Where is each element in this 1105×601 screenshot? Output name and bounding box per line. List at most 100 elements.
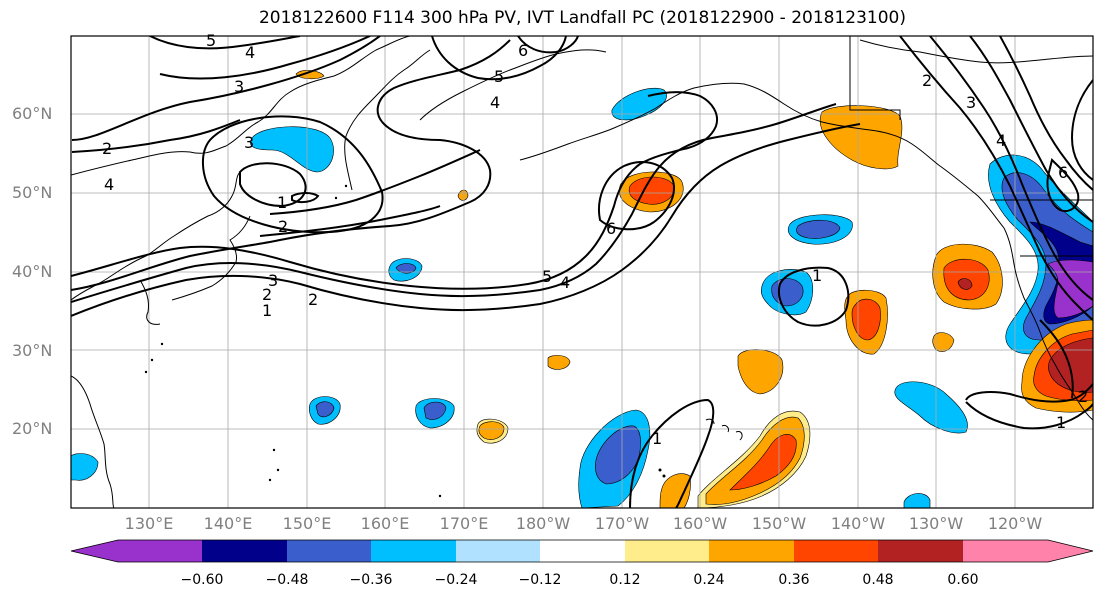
- colorbar-swatch: [709, 540, 794, 562]
- contour-label: 4: [104, 175, 114, 194]
- colorbar-tick-label: 0.24: [693, 572, 725, 588]
- contour-label: 4: [490, 93, 500, 112]
- pv-contour: [71, 123, 861, 317]
- pv-contour: [71, 36, 381, 141]
- contour-label: 2: [922, 71, 932, 90]
- pv-contour: [899, 36, 1093, 321]
- contour-label: 3: [268, 271, 278, 290]
- pv-contour: [71, 91, 718, 290]
- colorbar-extend-max: [1048, 540, 1093, 562]
- map-title: 2018122600 F114 300 hPa PV, IVT Landfall…: [258, 8, 906, 28]
- asia-coast: [71, 36, 411, 176]
- colorbar-tick-label: −0.12: [518, 572, 562, 588]
- island: [144, 370, 148, 374]
- pv-contour: [929, 36, 1093, 301]
- pv-contour: [1070, 79, 1093, 181]
- pv-contour: [159, 36, 371, 80]
- pv-contour: [291, 192, 320, 204]
- colorbar-tick-label: −0.36: [349, 572, 393, 588]
- pv-contour: [778, 266, 850, 327]
- longitude-label: 120°W: [987, 514, 1043, 533]
- ivt-negative-region: [894, 381, 968, 434]
- ivt-negative-region: [423, 401, 447, 420]
- china-coast: [71, 375, 115, 508]
- pv-contour: [71, 103, 837, 303]
- contour-label: 1: [1056, 413, 1066, 432]
- latitude-label: 20°N: [12, 419, 53, 438]
- north-america-coast: [939, 165, 1093, 421]
- longitude-label: 130°E: [124, 514, 174, 533]
- pv-contour: [1039, 319, 1074, 399]
- island: [658, 468, 662, 472]
- longitude-label: 170°W: [594, 514, 650, 533]
- latitude-label: 60°N: [12, 104, 53, 123]
- contour-label: 1: [652, 429, 662, 448]
- pv-contour: [969, 36, 1093, 223]
- ivt-negative-region: [315, 401, 335, 418]
- us-border: [990, 199, 1093, 257]
- ivt-negative-region: [71, 453, 99, 481]
- colorbar-outline: [70, 539, 1094, 563]
- contour-label: 2: [262, 285, 272, 304]
- island: [268, 478, 272, 482]
- pv-contour: [431, 36, 567, 81]
- colorbar-tick-label: 0.36: [778, 572, 810, 588]
- ivt-negative-region: [903, 493, 931, 508]
- island: [344, 184, 348, 188]
- colorbar-swatch: [878, 540, 963, 562]
- colorbar-tick-label: −0.24: [434, 572, 478, 588]
- longitude-label: 140°W: [830, 514, 886, 533]
- ivt-positive-region: [957, 278, 973, 290]
- hawaii-islands: [705, 418, 743, 441]
- pv-contour: [517, 36, 579, 54]
- contour-label: 1: [812, 266, 822, 285]
- korea-coast: [139, 279, 161, 325]
- ivt-positive-region: [478, 421, 505, 440]
- ivt-positive-region: [295, 70, 325, 80]
- colorbar-swatch: [540, 540, 625, 562]
- pv-contour: [71, 119, 241, 153]
- contour-label: 5: [206, 31, 216, 50]
- map-frame: [70, 35, 1094, 509]
- island: [276, 468, 280, 472]
- pv-contours: [71, 36, 1093, 508]
- contour-label: 3: [244, 133, 254, 152]
- contour-label: 4: [996, 131, 1006, 150]
- longitude-label: 150°E: [282, 514, 332, 533]
- colorbar-swatch: [963, 540, 1048, 562]
- contour-label: 4: [245, 43, 255, 62]
- longitude-label: 130°W: [908, 514, 964, 533]
- island: [438, 494, 442, 498]
- ivt-positive-region: [729, 434, 797, 491]
- pv-contour: [201, 115, 384, 234]
- coastlines: [71, 36, 1093, 508]
- longitude-label: 170°E: [439, 514, 489, 533]
- colorbar: [70, 539, 1094, 563]
- ivt-positive-region: [659, 473, 691, 508]
- longitude-label: 160°E: [360, 514, 410, 533]
- island: [334, 196, 338, 200]
- arctic-coast: [859, 39, 1093, 64]
- contour-label: 2: [308, 290, 318, 309]
- island: [272, 448, 276, 452]
- colorbar-extend-min: [71, 540, 118, 562]
- colorbar-swatch: [625, 540, 709, 562]
- island: [662, 474, 666, 478]
- ivt-negative-region: [1047, 259, 1093, 319]
- longitude-label: 180°W: [515, 514, 571, 533]
- ivt-positive-region: [820, 105, 903, 170]
- colorbar-tick-label: −0.60: [180, 572, 224, 588]
- contour-label: 3: [966, 93, 976, 112]
- contour-label: 4: [560, 273, 570, 292]
- colorbar-swatch: [456, 540, 540, 562]
- contour-label: 1: [262, 301, 272, 320]
- longitude-label: 160°W: [672, 514, 728, 533]
- latitude-label: 40°N: [12, 262, 53, 281]
- kamchatka-coast: [344, 49, 431, 191]
- contour-label: 6: [1058, 163, 1068, 182]
- colorbar-swatch: [202, 540, 287, 562]
- ivt-negative-region: [796, 219, 841, 239]
- pv-contour: [259, 205, 441, 237]
- canada-border: [849, 36, 901, 120]
